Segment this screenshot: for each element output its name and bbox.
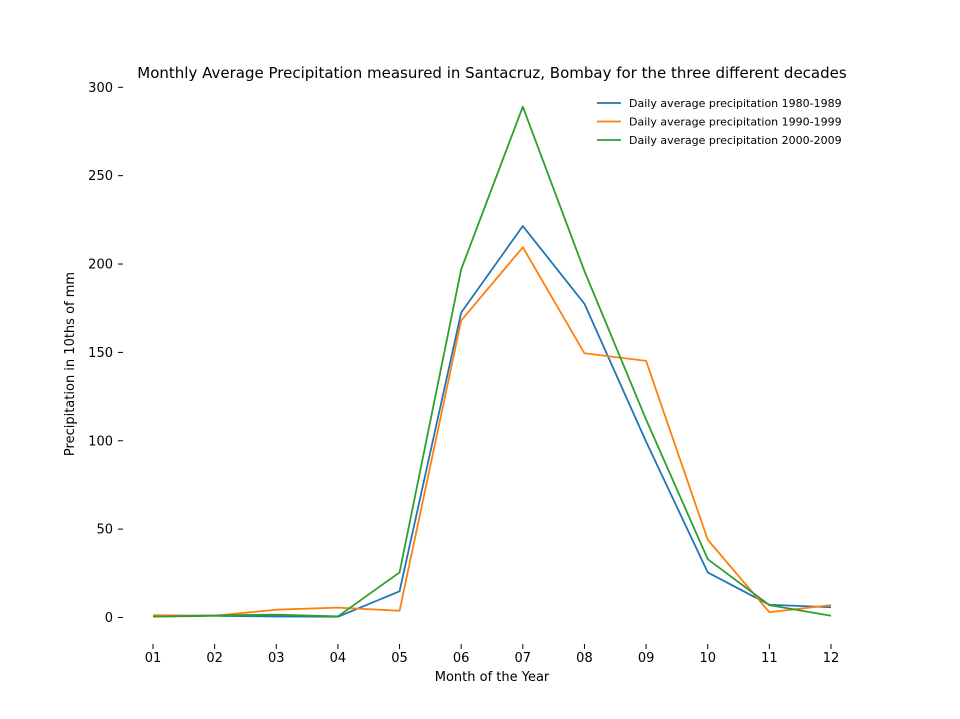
x-tick-label: 01 [145,651,162,666]
x-tick-label: 10 [699,651,716,666]
y-tick-label: 100 [88,434,113,449]
legend-entry-label: Daily average precipitation 1990-1999 [629,116,842,129]
x-axis-ticks: 01 02 03 04 05 06 07 08 09 10 11 12 [145,644,840,666]
y-tick-label: 250 [88,169,113,184]
chart-title: Monthly Average Precipitation measured i… [137,64,847,82]
x-tick-label: 02 [206,651,223,666]
y-tick-label: 0 [105,611,113,626]
series-lines [152,105,832,618]
y-tick-label: 200 [88,258,113,273]
legend-entry-label: Daily average precipitation 2000-2009 [629,134,842,147]
x-tick-label: 09 [638,651,655,666]
y-tick-label: 150 [88,346,113,361]
y-tick-label: 300 [88,81,113,96]
series-line-1 [152,225,832,618]
legend: Daily average precipitation 1980-1989 Dai… [597,97,842,147]
series-line-3 [152,105,832,618]
x-tick-label: 06 [453,651,470,666]
x-tick-label: 11 [761,651,778,666]
x-tick-label: 08 [576,651,593,666]
series-line-2 [152,246,832,617]
x-tick-label: 03 [268,651,285,666]
y-axis-ticks: 0 50 100 150 200 250 300 [88,81,123,626]
x-tick-label: 04 [330,651,347,666]
legend-entry-label: Daily average precipitation 1980-1989 [629,97,842,110]
x-tick-label: 12 [823,651,840,666]
y-axis-label: Precipitation in 10ths of mm [63,272,78,456]
x-axis-label: Month of the Year [435,670,550,685]
x-tick-label: 07 [515,651,532,666]
y-tick-label: 50 [96,523,113,538]
x-tick-label: 05 [391,651,408,666]
